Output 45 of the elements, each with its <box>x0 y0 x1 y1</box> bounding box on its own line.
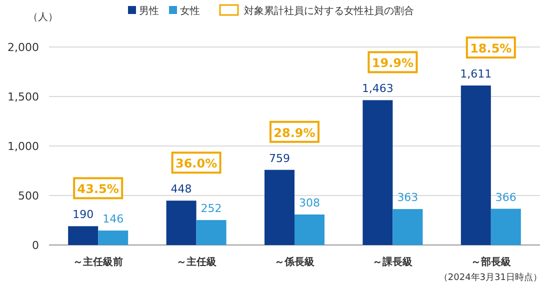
annotation: 36.0% <box>175 156 218 171</box>
y-tick-label: 1,500 <box>8 90 39 104</box>
data-label: 308 <box>299 196 320 210</box>
data-label: 759 <box>269 152 290 165</box>
annotation: 43.5% <box>77 182 119 196</box>
bar <box>98 230 128 245</box>
note: 18.5% <box>466 36 516 58</box>
note: 19.9% <box>368 51 418 74</box>
data-label: 190 <box>72 208 94 222</box>
bar <box>490 208 521 245</box>
y-tick-label: 1,000 <box>8 140 39 153</box>
note: 36.0% <box>171 152 222 174</box>
x-tick-label: ～部長級 <box>470 256 512 268</box>
y-tick-label: 2,000 <box>8 41 39 54</box>
x-tick-label: ～係長級 <box>274 256 316 268</box>
y-tick-label: 0 <box>32 239 39 252</box>
data-label: 1,463 <box>362 82 394 96</box>
bar <box>460 86 491 245</box>
data-label: 448 <box>170 182 192 196</box>
legend-label: 男性 <box>139 5 159 17</box>
x-tick-label: ～主任級前 <box>73 256 124 268</box>
legend-label: 女性 <box>180 5 200 17</box>
annotation: 18.5% <box>470 42 512 56</box>
text: （2024年3月31日時点） <box>438 272 542 283</box>
y-tick-label: 500 <box>18 190 39 202</box>
note: 43.5% <box>73 177 124 200</box>
y-axis-title: （人） <box>28 12 58 23</box>
data-label: 363 <box>397 191 418 204</box>
bar <box>294 214 324 245</box>
bar <box>166 200 196 245</box>
data-label: 252 <box>200 202 222 216</box>
bar <box>264 170 294 245</box>
data-label: 146 <box>102 212 124 226</box>
text: 対象累計社員に対する女性社員の割合 <box>244 5 414 17</box>
annotation: 28.9% <box>274 126 316 140</box>
x-tick-label: ～課長級 <box>372 256 414 268</box>
bar <box>362 100 393 245</box>
data-label: 1,611 <box>460 68 492 81</box>
data-label: 366 <box>495 190 516 204</box>
note: 28.9% <box>270 120 320 143</box>
x-tick-label: ～主任級 <box>176 256 218 268</box>
bar <box>196 220 226 245</box>
bar <box>392 209 423 245</box>
annotation: 19.9% <box>372 56 414 70</box>
bar <box>68 226 98 245</box>
